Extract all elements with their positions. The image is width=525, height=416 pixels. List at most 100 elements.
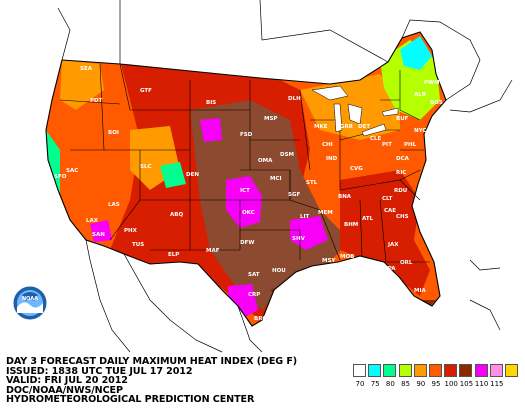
legend-swatch-75 [368,364,382,377]
city-label-den: DEN [186,172,199,178]
city-label-dca: DCA [396,156,410,162]
legend-label: 90 [416,380,426,388]
city-label-pit: PIT [382,142,392,148]
city-label-pdt: PDT [90,98,103,104]
title-line-valid: VALID: FRI JUL 20 2012 [6,375,128,387]
lake-superior [311,85,349,101]
city-label-fsd: FSD [240,132,253,138]
city-label-bhm: BHM [344,222,358,228]
city-label-cae: CAE [384,208,396,214]
city-label-mob: MOB [340,254,354,260]
city-label-shv: SHV [292,236,306,242]
legend-swatch-115 [489,364,503,377]
city-label-sea: SEA [80,66,93,72]
legend-swatch-70 [353,364,366,377]
city-label-crp: CRP [248,292,260,298]
lake-huron [347,103,363,125]
legend-swatch-105 [459,364,473,377]
city-label-gtf: GTF [140,88,152,94]
city-label-okc: OKC [242,210,255,216]
title-line-product: DAY 3 FORECAST DAILY MAXIMUM HEAT INDEX … [6,356,298,367]
lake-ontario [381,107,399,117]
city-label-mem: MEM [318,210,333,216]
city-label-jax: JAX [387,242,399,248]
city-label-grr: GRR [340,124,354,130]
legend-label: 80 [385,380,395,388]
city-label-buf: BUF [396,116,409,122]
city-label-msy: MSY [322,258,336,264]
city-label-sac: SAC [66,168,78,174]
city-label-dfw: DFW [240,240,254,246]
city-label-dsm: DSM [280,152,294,158]
legend-swatch-95 [429,364,442,377]
product-title-block: DAY 3 FORECAST DAILY MAXIMUM HEAT INDEX … [6,357,336,405]
legend-label: 75 [370,380,380,388]
city-label-maf: MAF [206,248,220,254]
city-label-cle: CLE [370,136,382,142]
city-label-ict: ICT [240,188,250,194]
legend-swatch-80 [383,364,397,377]
city-label-boi: BOI [108,130,119,136]
city-label-dlh: DLH [288,96,301,102]
color-legend: 70 75 80 85 90 95 100 105 110 115 [353,364,521,394]
great-lakes [311,85,399,137]
city-label-rdu: RDU [394,188,407,194]
city-label-mia: MIA [414,288,427,294]
city-label-nyc: NYC [414,128,426,134]
city-label-oma: OMA [258,158,273,164]
legend-label: 115 [490,380,504,388]
city-label-det: DET [358,124,370,130]
title-line-agency: DOC/NOAA/NWS/NCEP [6,384,123,396]
legend-label: 110 [474,380,489,388]
city-label-tpa: TPA [384,266,396,272]
city-label-mci: MCI [270,176,282,182]
legend-swatch-85 [398,364,412,377]
city-label-bna: BNA [338,194,352,200]
lake-michigan [333,103,343,133]
title-line-center: HYDROMETEOROLOGICAL PREDICTION CENTER [6,394,255,406]
legend-label: 85 [401,380,411,388]
city-label-phx: PHX [124,228,138,234]
city-label-alb: ALB [414,92,426,98]
city-label-chi: CHI [322,142,333,148]
noaa-logo-text: NOAA [22,296,38,302]
city-label-sgf: SGF [288,192,300,198]
city-label-atl: ATL [362,216,374,222]
noaa-logo-icon: NOAA [12,285,48,321]
city-label-sfo: SFO [54,174,67,180]
city-label-chs: CHS [396,214,409,220]
heat-zone-80-colorado [160,162,186,188]
city-label-elp: ELP [168,252,179,258]
legend-label: 100 [444,380,458,388]
city-label-tus: TUS [132,242,144,248]
city-label-lit: LIT [300,214,310,220]
heat-zone-110-sd [200,118,222,142]
city-label-bro: BRO [254,316,267,322]
city-label-sat: SAT [248,272,260,278]
neighbor-country-outlines [57,0,513,353]
city-label-lax: LAX [86,218,99,224]
city-label-bos: BOS [430,100,443,106]
legend-swatch-100 [444,364,458,377]
legend-swatch-110 [474,364,488,377]
city-label-hou: HOU [272,268,286,274]
lake-erie [361,123,387,137]
city-label-stl: STL [306,180,318,186]
city-label-abq: ABQ [170,212,183,218]
legend-label: 70 [355,380,365,388]
city-label-pwm: PWM [424,80,440,86]
legend-swatch-90 [413,364,427,377]
legend-label: 95 [431,380,441,388]
city-label-mke: MKE [314,124,328,130]
heat-zone-105 [190,100,350,310]
heat-zone-110-arklatex [290,216,328,250]
city-label-cvg: CVG [350,166,363,172]
title-line-issued: ISSUED: 1838 UTC TUE JUL 17 2012 [6,365,193,377]
heat-zone-100-southeast [340,170,430,296]
city-label-las: LAS [108,202,120,208]
heat-zone-110-kansas [226,176,262,228]
city-label-msp: MSP [264,116,277,122]
